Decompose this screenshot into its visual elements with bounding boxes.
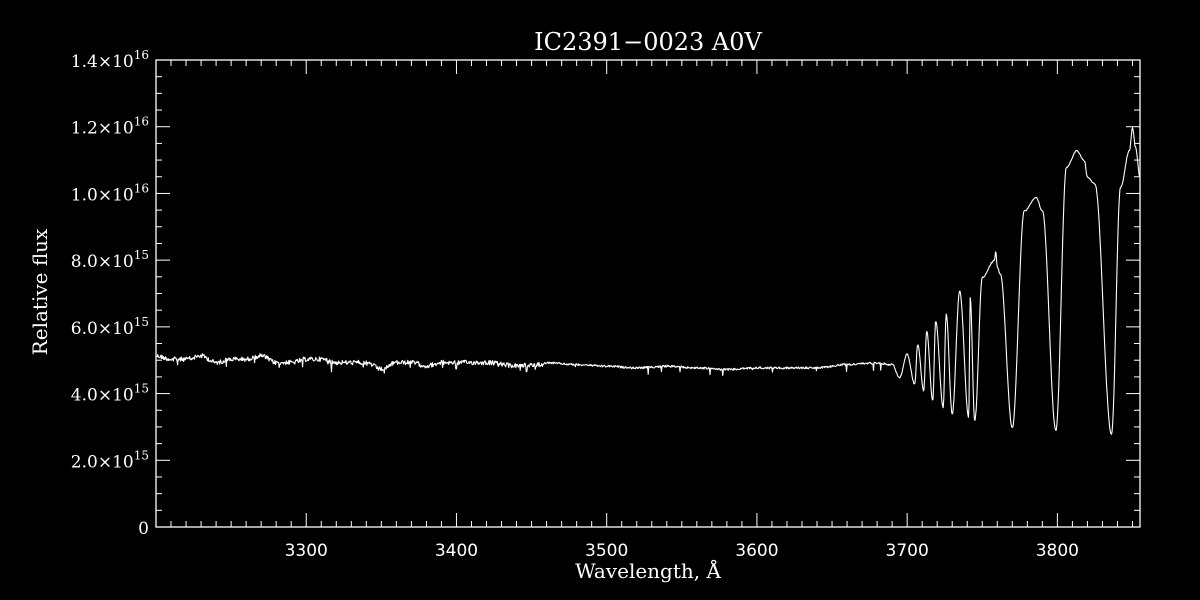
x-tick-labels: 3300 3400 3500 3600 3700 3800 [285,541,1079,561]
axis-ticks [155,59,1140,528]
y-tick-label: 0 [138,519,149,539]
y-tick-label: 4.0×1015 [71,382,149,406]
y-tick-labels: 0 2.0×1015 4.0×1015 6.0×1015 8.0×1015 1.0×101… [71,48,149,539]
y-tick-label: 8.0×1015 [71,248,149,272]
y-tick-label: 6.0×1015 [71,315,149,339]
x-tick-label: 3300 [285,541,328,561]
y-axis-label: Relative flux [28,228,52,355]
y-tick-label: 1.4×1016 [71,48,149,72]
y-tick-label: 1.2×1016 [71,115,149,139]
plot-frame [155,59,1141,528]
chart-title: IC2391−0023 A0V [534,28,762,56]
x-tick-label: 3700 [886,541,929,561]
x-axis-label: Wavelength, Å [575,558,721,583]
y-tick-label: 2.0×1015 [71,448,149,472]
x-tick-label: 3800 [1036,541,1079,561]
x-tick-label: 3500 [585,541,628,561]
y-tick-label: 1.0×1016 [71,181,149,205]
x-tick-label: 3600 [735,541,778,561]
x-tick-label: 3400 [435,541,478,561]
spectrum-series-line [155,127,1141,435]
